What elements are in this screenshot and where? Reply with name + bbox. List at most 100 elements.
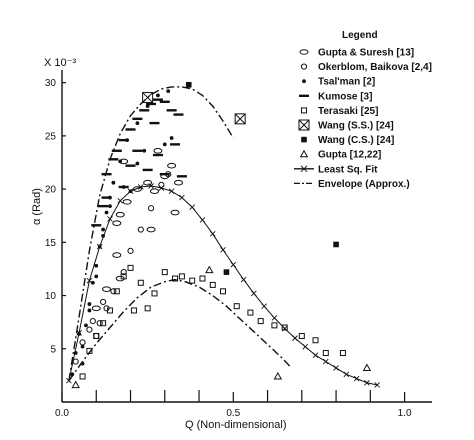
fit-x-stroke	[271, 315, 278, 321]
dot-marker-shape	[101, 227, 106, 232]
dot-marker-shape	[97, 244, 102, 249]
square-marker-shape	[86, 347, 93, 354]
fit-line-x-marker	[148, 183, 154, 189]
data-point-square	[151, 290, 158, 297]
legend-label: Tsal'man [2]	[318, 77, 375, 88]
ellipse-marker-shape	[112, 252, 122, 258]
circle-marker-shape	[120, 269, 127, 276]
filled-square-marker-shape	[333, 241, 339, 248]
circle-marker-shape	[89, 317, 96, 325]
square-marker-shape	[312, 337, 319, 344]
fit-line-x-marker	[230, 261, 237, 268]
x-tick-label: 1.0	[398, 408, 412, 419]
square-marker-shape	[271, 322, 278, 329]
dot-marker-shape	[80, 344, 85, 349]
fit-x-stroke	[302, 343, 309, 350]
data-point-square	[312, 337, 319, 344]
y-tick-label: 5	[50, 344, 56, 355]
y-tick-label: 10	[45, 291, 57, 302]
data-point-square	[199, 275, 206, 282]
filled-square-marker-shape	[185, 81, 192, 88]
y-axis-title: α (Rad)	[31, 188, 43, 225]
boxed-x-marker-cross	[234, 113, 246, 125]
circle-marker-shape	[100, 298, 107, 306]
fit-line-x-marker	[353, 375, 360, 382]
fit-line-x-marker	[168, 188, 175, 195]
filled-square-marker-shape	[223, 269, 230, 275]
square-marker-shape	[257, 318, 264, 325]
fit-line-x-marker	[322, 358, 329, 365]
circle-marker-shape	[72, 358, 79, 365]
fit-x-stroke	[312, 352, 319, 358]
data-point-circle	[96, 320, 103, 327]
fit-x-stroke	[353, 375, 360, 382]
square-marker-shape	[120, 273, 127, 280]
data-point-ellipse	[173, 179, 183, 186]
data-point-square	[220, 288, 227, 295]
data-point-triangle	[205, 265, 214, 274]
data-point-dot	[87, 302, 92, 306]
dot-marker-shape	[80, 361, 85, 366]
data-point-circle	[86, 326, 93, 333]
dot-marker-shape	[162, 142, 167, 147]
ellipse-marker-shape	[132, 186, 142, 192]
ellipse-marker-shape	[150, 188, 159, 195]
chart-frame: 0.0 0.5 1.0 5 10 15 20 25 30	[45, 70, 432, 419]
data-point-ellipse	[112, 220, 122, 226]
dot-marker-shape	[142, 148, 147, 153]
fit-x-stroke	[179, 194, 185, 201]
dot-marker-shape	[94, 263, 99, 268]
fit-x-stroke	[209, 230, 216, 237]
data-point-dot	[169, 136, 174, 140]
dot-marker-shape	[169, 136, 174, 140]
square-marker-shape	[339, 350, 346, 357]
triangle-marker-shape	[71, 380, 80, 389]
data-point-square	[178, 273, 185, 280]
data-point-triangle	[362, 363, 372, 372]
fit-line-x-marker	[179, 194, 185, 201]
x-tick-label: 0.5	[226, 408, 240, 419]
data-point-ellipse	[102, 286, 112, 292]
dot-marker-shape	[101, 234, 106, 238]
legend-label: Envelope (Approx.)	[318, 179, 410, 190]
data-point-circle	[137, 226, 144, 233]
data-point-dot	[87, 308, 92, 313]
legend-x-stroke	[300, 165, 308, 173]
data-point-circle	[100, 298, 107, 306]
triangle-marker-shape	[205, 265, 214, 274]
circle-marker-shape	[127, 247, 134, 254]
data-point-ellipse	[132, 186, 142, 192]
data-point-square	[120, 273, 127, 280]
data-point-dot	[128, 189, 133, 194]
legend-marker-ellipse	[299, 49, 309, 55]
data-point-square	[247, 309, 254, 316]
fit-x-stroke	[230, 261, 237, 268]
square-marker-shape	[178, 273, 185, 280]
fit-line-x-marker	[189, 204, 196, 211]
data-point-square	[271, 322, 278, 329]
data-point-boxed-x	[142, 92, 154, 104]
least-squares-fit-line	[68, 185, 378, 386]
data-point-square	[339, 350, 346, 357]
square-marker-shape	[127, 264, 134, 271]
square-marker-shape	[151, 290, 158, 297]
circle-marker-shape	[96, 320, 103, 327]
fit-line-x-marker	[364, 380, 370, 386]
data-point-square	[144, 305, 151, 312]
y-multiplier-label: X 10⁻³	[44, 57, 76, 69]
data-point-filled-square	[333, 241, 339, 248]
boxed-x-marker-box	[298, 119, 310, 131]
data-point-square	[106, 307, 113, 314]
data-point-ellipse	[112, 252, 122, 258]
square-marker-shape	[189, 277, 196, 284]
triangle-marker-shape	[299, 149, 309, 158]
fit-x-stroke	[333, 365, 339, 371]
fit-x-stroke	[117, 197, 124, 204]
data-point-square	[172, 275, 179, 282]
data-point-ellipse	[153, 147, 163, 154]
data-point-dot	[97, 244, 102, 249]
square-marker-shape	[172, 275, 179, 282]
square-marker-shape	[322, 350, 329, 357]
data-point-boxed-x	[234, 113, 246, 125]
